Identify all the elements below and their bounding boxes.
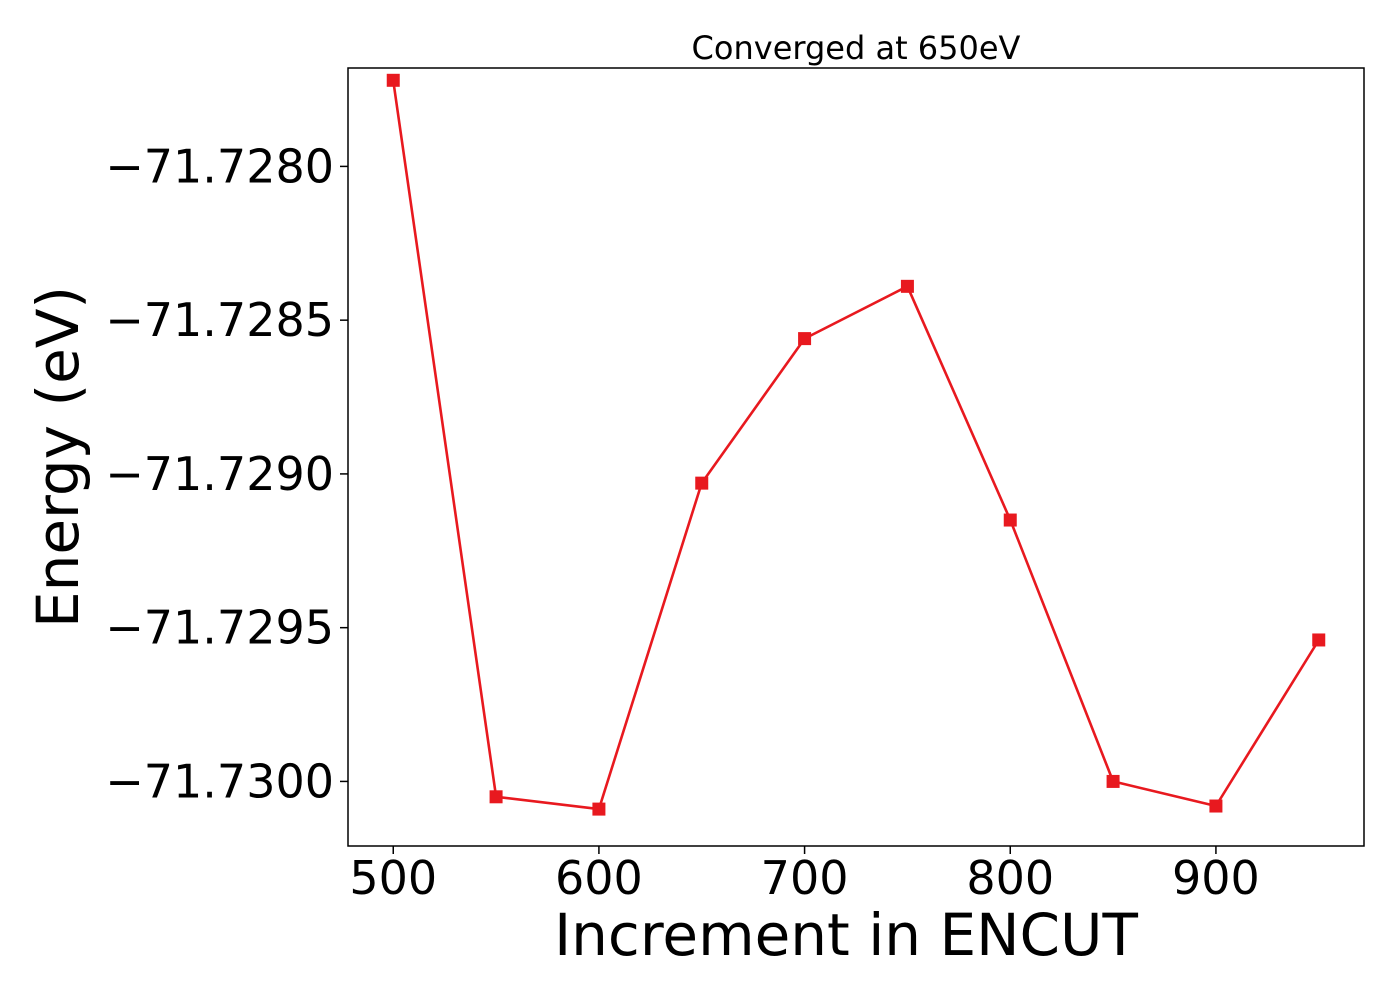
y-axis-ticks: −71.7280 −71.7285 −71.7290 −71.7295 −71.7300 — [105, 139, 348, 808]
y-tick-label: −71.7295 — [105, 601, 334, 655]
data-point-marker — [489, 790, 503, 804]
x-tick-label: 600 — [555, 851, 643, 905]
y-axis-label: Energy (eV) — [24, 286, 92, 628]
data-point-marker — [1209, 799, 1223, 813]
data-point-marker — [1106, 774, 1120, 788]
data-point-marker — [592, 802, 606, 816]
y-tick-label: −71.7280 — [105, 139, 334, 193]
series-line — [391, 80, 1320, 811]
y-tick-label: −71.7300 — [105, 754, 334, 808]
x-tick-label: 500 — [349, 851, 437, 905]
chart-title: Converged at 650eV — [692, 29, 1021, 67]
x-axis-label: Increment in ENCUT — [554, 901, 1138, 969]
x-tick-label: 800 — [966, 851, 1054, 905]
data-point-marker — [900, 279, 914, 293]
data-point-marker — [798, 332, 812, 346]
data-point-marker — [695, 476, 709, 490]
x-tick-label: 700 — [761, 851, 849, 905]
x-axis-ticks: 500 600 700 800 900 — [349, 846, 1260, 905]
data-point-marker — [1003, 513, 1017, 527]
x-tick-label: 900 — [1172, 851, 1260, 905]
y-tick-label: −71.7290 — [105, 447, 334, 501]
plot-area-frame — [347, 67, 1365, 847]
series-layer — [386, 73, 1326, 816]
data-point-marker — [1312, 633, 1326, 647]
data-point-marker — [386, 73, 400, 87]
y-tick-label: −71.7285 — [105, 293, 334, 347]
